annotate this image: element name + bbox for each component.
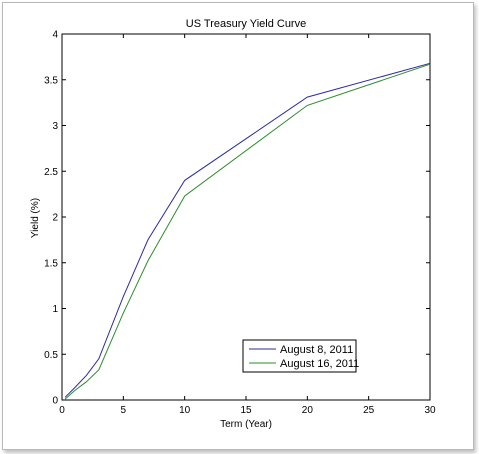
- y-tick-label: 3.5: [44, 75, 58, 86]
- x-tick-label: 0: [59, 405, 65, 416]
- y-tick-label: 3: [52, 121, 58, 132]
- y-tick-label: 2: [52, 213, 58, 224]
- legend-label-1: August 8, 2011: [280, 344, 353, 356]
- y-tick-label: 0.5: [44, 350, 58, 361]
- x-tick-label: 25: [363, 405, 375, 416]
- y-tick-label: 4: [52, 30, 58, 41]
- y-axis-title: Yield (%): [30, 198, 41, 238]
- plot-lines: [64, 62, 431, 400]
- legend: August 8, 2011 August 16, 2011: [242, 339, 359, 373]
- x-tick-label: 30: [424, 405, 436, 416]
- chart-title: US Treasury Yield Curve: [186, 18, 306, 30]
- legend-box: [242, 339, 357, 373]
- x-tick-label: 20: [302, 405, 314, 416]
- series-line-2: [64, 63, 431, 400]
- series-line-1: [64, 62, 431, 398]
- x-tick-label: 15: [240, 405, 252, 416]
- x-tick-label: 5: [121, 405, 127, 416]
- y-tick-label: 2.5: [44, 167, 58, 178]
- axes: 0 5 10 15 20 25 30 0 0.5 1 1.5 2 2.5 3 3.5 4: [44, 30, 436, 417]
- y-tick-label: 0: [52, 396, 58, 407]
- y-tick-label: 1.5: [44, 258, 58, 269]
- x-axis-title: Term (Year): [220, 419, 272, 430]
- y-tick-label: 1: [52, 304, 58, 315]
- legend-label-2: August 16, 2011: [280, 358, 359, 370]
- plot-area-border: [61, 33, 431, 401]
- x-tick-label: 10: [179, 405, 191, 416]
